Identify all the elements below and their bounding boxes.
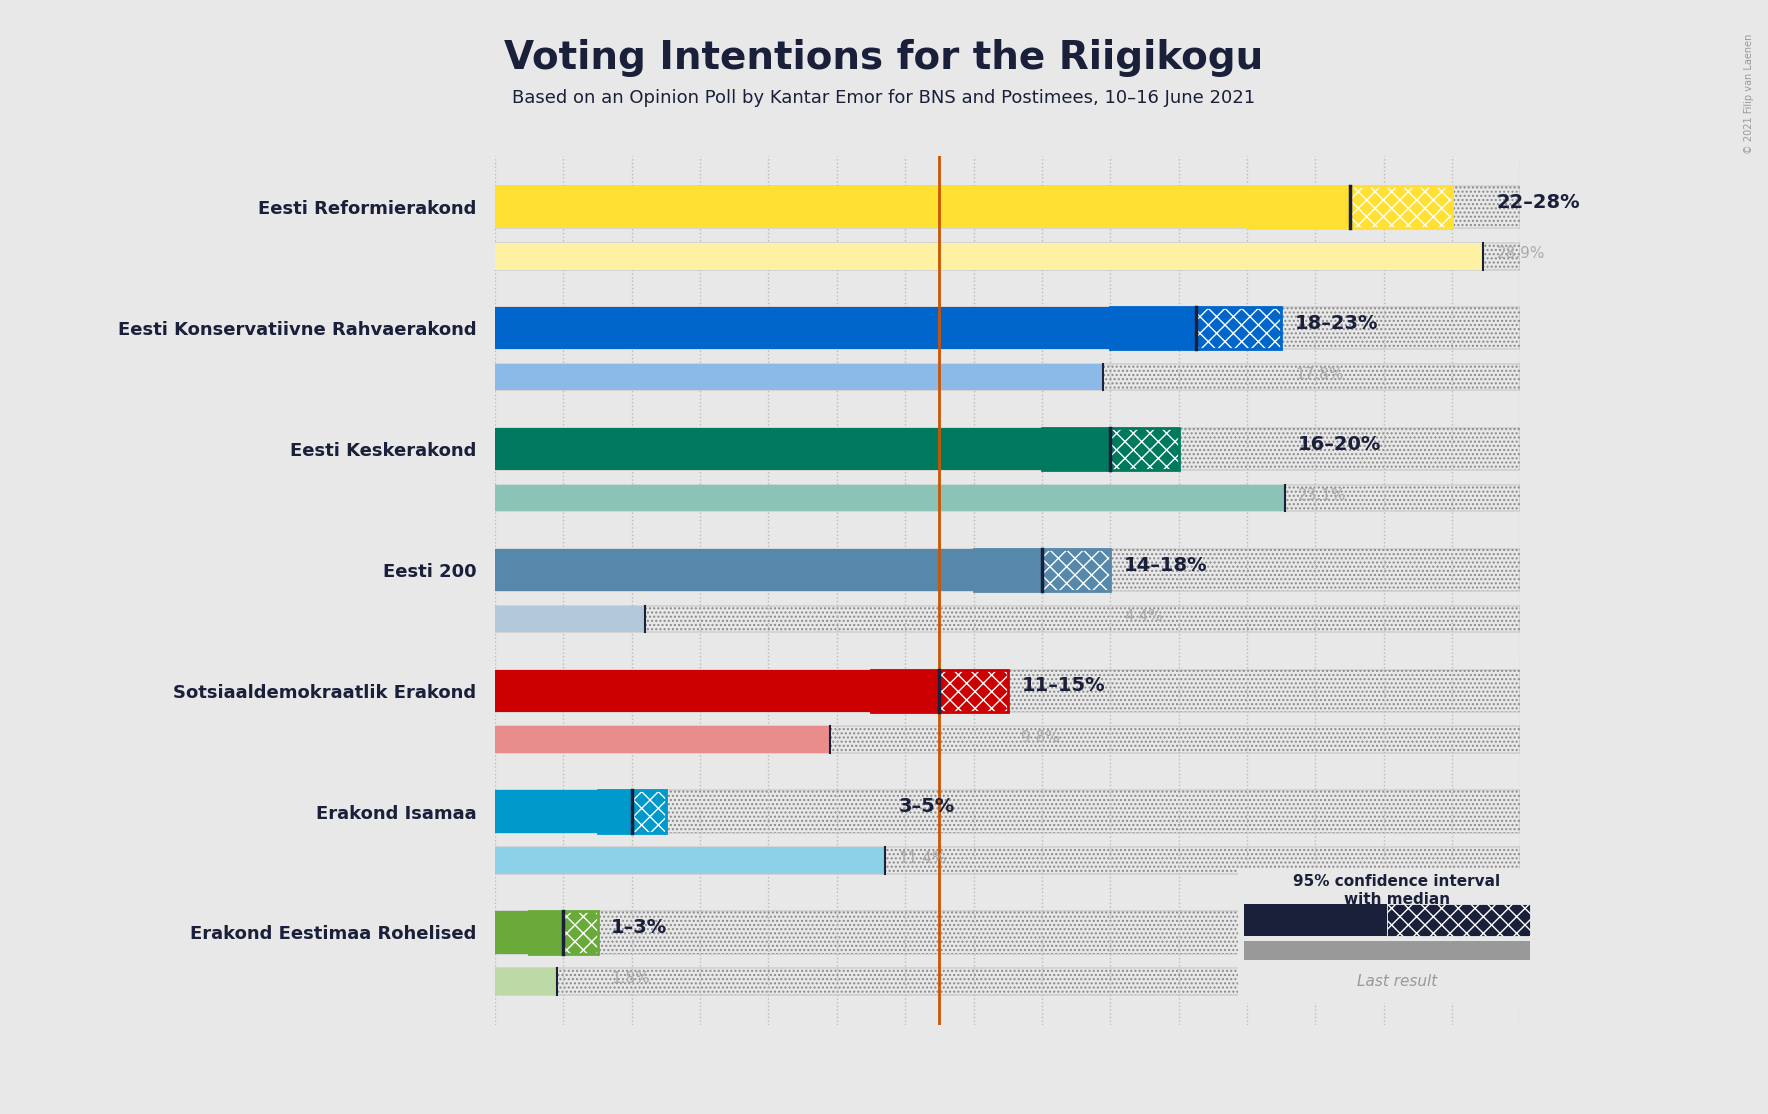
Text: Voting Intentions for the Riigikogu: Voting Intentions for the Riigikogu	[504, 39, 1264, 77]
Text: 4.4%: 4.4%	[1124, 609, 1163, 624]
Bar	[495, 848, 1520, 873]
Text: 23.1%: 23.1%	[1298, 488, 1347, 504]
Bar	[495, 186, 1520, 228]
Bar	[495, 848, 1520, 873]
Text: Last result: Last result	[1356, 974, 1437, 989]
Text: Based on an Opinion Poll by Kantar Emor for BNS and Postimees, 10–16 June 2021: Based on an Opinion Poll by Kantar Emor …	[513, 89, 1255, 107]
Bar	[495, 726, 1520, 753]
Bar	[495, 606, 1520, 632]
Bar	[495, 428, 1520, 470]
Bar	[495, 243, 1520, 270]
Bar	[495, 968, 1520, 995]
Bar	[495, 726, 1520, 753]
Bar	[495, 485, 1285, 511]
Bar	[495, 549, 1110, 592]
Bar	[1245, 903, 1388, 936]
Bar	[495, 911, 598, 954]
Bar	[495, 485, 1520, 511]
Bar	[495, 485, 1520, 511]
Bar	[495, 726, 829, 753]
Bar	[495, 670, 1520, 712]
Text: 9.8%: 9.8%	[1022, 730, 1061, 745]
Bar	[974, 549, 1110, 592]
Bar	[495, 606, 1520, 632]
Bar	[598, 791, 667, 833]
Text: 3–5%: 3–5%	[898, 798, 955, 817]
Bar	[1245, 941, 1531, 960]
Bar	[495, 243, 1520, 270]
Bar	[495, 791, 1520, 833]
Bar	[495, 307, 1520, 350]
Text: 18–23%: 18–23%	[1294, 314, 1379, 333]
Text: 17.8%: 17.8%	[1294, 368, 1344, 382]
Bar	[495, 364, 1520, 390]
Bar	[1110, 307, 1282, 350]
Bar	[1349, 186, 1452, 228]
Bar	[872, 670, 1008, 712]
Bar	[495, 549, 1520, 592]
Bar	[495, 186, 1520, 228]
Bar	[495, 670, 1520, 712]
Text: 16–20%: 16–20%	[1298, 434, 1381, 453]
Bar	[495, 911, 1520, 954]
Bar	[564, 911, 598, 954]
Bar	[495, 243, 1483, 270]
Text: 1–3%: 1–3%	[612, 918, 668, 937]
Text: 95% confidence interval
with median: 95% confidence interval with median	[1292, 874, 1501, 907]
Bar	[495, 968, 1520, 995]
Bar	[495, 549, 1520, 592]
Bar	[1195, 307, 1282, 350]
Bar	[1041, 549, 1110, 592]
Bar	[495, 364, 1103, 390]
Bar	[495, 791, 1520, 833]
Bar	[495, 307, 1282, 350]
Bar	[495, 911, 1520, 954]
Bar	[495, 848, 884, 873]
Bar	[495, 428, 1179, 470]
Bar	[495, 186, 1452, 228]
Bar	[1041, 428, 1179, 470]
Text: 1.8%: 1.8%	[612, 971, 651, 987]
Bar	[631, 791, 667, 833]
Text: 28.9%: 28.9%	[1496, 246, 1545, 262]
Bar	[495, 791, 667, 833]
Bar	[939, 670, 1008, 712]
Bar	[1110, 428, 1179, 470]
Bar	[495, 364, 1520, 390]
Text: 11–15%: 11–15%	[1022, 676, 1105, 695]
Text: 22–28%: 22–28%	[1496, 193, 1581, 212]
Bar	[495, 670, 1008, 712]
Text: © 2021 Filip van Laenen: © 2021 Filip van Laenen	[1743, 33, 1754, 154]
Bar	[1388, 903, 1531, 936]
Text: 14–18%: 14–18%	[1124, 556, 1208, 575]
Text: 11.4%: 11.4%	[898, 851, 946, 866]
Bar	[495, 606, 645, 632]
Bar	[495, 968, 557, 995]
Bar	[1246, 186, 1452, 228]
Bar	[495, 307, 1520, 350]
Bar	[495, 428, 1520, 470]
Bar	[529, 911, 598, 954]
